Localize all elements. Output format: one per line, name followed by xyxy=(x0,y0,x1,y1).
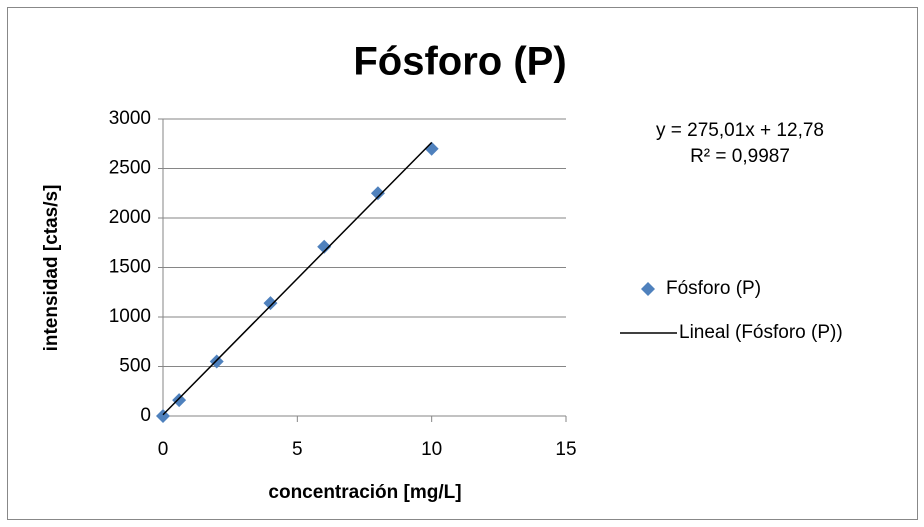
data-point xyxy=(156,409,170,423)
data-point xyxy=(370,186,385,201)
trendline xyxy=(162,141,433,416)
chart-title: Fósforo (P) xyxy=(353,40,566,84)
x-tick-label: 0 xyxy=(158,439,169,460)
y-tick-label: 2000 xyxy=(109,207,151,228)
y-axis-label: intensidad [ctas/s] xyxy=(41,185,62,352)
y-tick-label: 0 xyxy=(140,405,151,426)
x-tick-label: 10 xyxy=(421,439,442,460)
data-point xyxy=(172,393,187,408)
legend-marker xyxy=(641,282,655,296)
x-axis-label: concentración [mg/L] xyxy=(268,482,461,503)
y-tick-label: 2500 xyxy=(109,158,151,179)
data-point xyxy=(263,296,278,311)
legend-label: Lineal (Fósforo (P)) xyxy=(679,322,843,343)
r-squared: R² = 0,9987 xyxy=(690,146,790,167)
y-tick-label: 3000 xyxy=(109,108,151,129)
x-tick-label: 15 xyxy=(555,439,576,460)
x-tick-label: 5 xyxy=(292,439,303,460)
y-tick-label: 1500 xyxy=(109,257,151,278)
data-point xyxy=(317,239,332,254)
chart-border xyxy=(7,7,918,520)
legend-label: Fósforo (P) xyxy=(666,278,761,299)
equation: y = 275,01x + 12,78 xyxy=(656,120,824,141)
data-point xyxy=(209,354,224,369)
y-tick-label: 1000 xyxy=(109,306,151,327)
y-tick-label: 500 xyxy=(119,356,151,377)
